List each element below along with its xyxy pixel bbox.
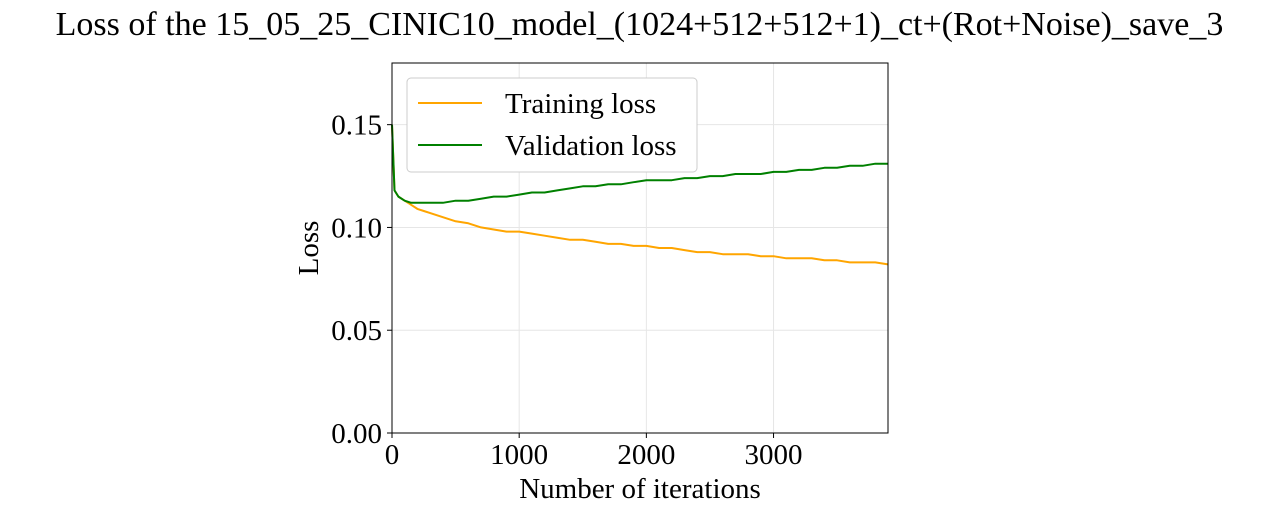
series-line-1 (391, 124, 888, 204)
legend: Training loss Validation loss (406, 77, 698, 173)
y-axis-label: Loss (293, 221, 325, 276)
plot-frame (391, 62, 889, 434)
chart-title: Loss of the 15_05_25_CINIC10_model_(1024… (55, 6, 1224, 43)
series-line-0 (391, 124, 889, 266)
x-tick-label: 2000 (617, 439, 675, 471)
x-axis-ticks: 0 1000 2000 3000 (385, 433, 803, 471)
y-axis-ticks: 0.00 0.05 0.10 0.15 (331, 110, 392, 450)
series-lines (391, 124, 889, 266)
x-tick-label: 0 (385, 439, 400, 471)
legend-label-training: Training loss (505, 88, 656, 120)
legend-label-validation: Validation loss (505, 130, 677, 162)
y-tick-label: 0.15 (331, 110, 382, 142)
legend-box (406, 77, 698, 173)
x-tick-label: 3000 (745, 439, 803, 471)
y-tick-label: 0.10 (331, 212, 382, 244)
x-axis-label: Number of iterations (519, 473, 761, 505)
y-tick-label: 0.00 (331, 418, 382, 450)
x-tick-label: 1000 (490, 439, 548, 471)
y-tick-label: 0.05 (331, 315, 382, 347)
